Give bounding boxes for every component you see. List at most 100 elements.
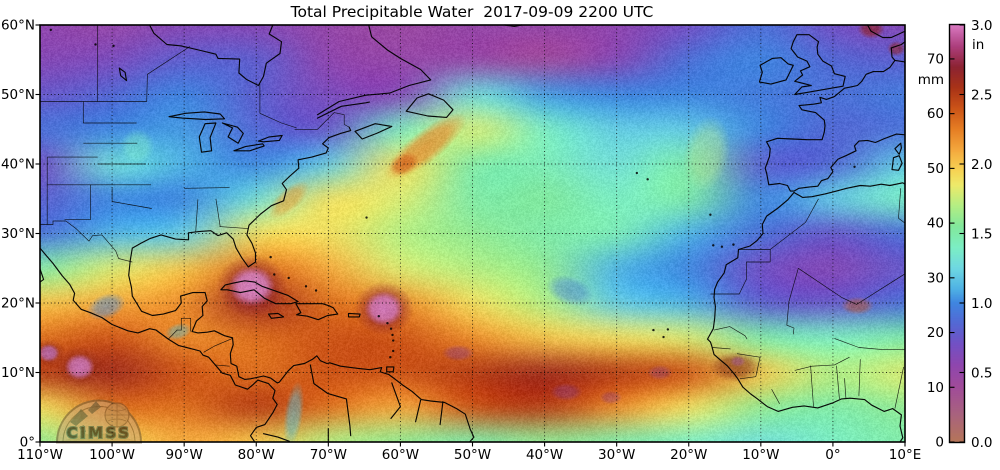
- colorbar-mm-label: 10: [927, 380, 944, 396]
- island-dot: [391, 334, 393, 336]
- border-line: [737, 354, 760, 379]
- lat-tick-label: 50°N: [1, 87, 35, 103]
- island-dot: [662, 336, 664, 338]
- colorbar-in-label: 3.0: [971, 18, 992, 34]
- border-line: [220, 227, 249, 229]
- lat-tick-label: 0°: [20, 435, 35, 451]
- coastline: [349, 313, 361, 317]
- lat-tick-label: 60°N: [1, 18, 35, 34]
- coastline: [129, 262, 474, 442]
- lat-tick-label: 20°N: [1, 296, 35, 312]
- border-line: [811, 366, 814, 407]
- coastline: [440, 402, 443, 425]
- coastline: [387, 367, 394, 372]
- map-overlay: CIMSS 110°W 100°W 90°W 80°W 70°W 60°W 50°W 40°W…: [0, 0, 1000, 470]
- coastline: [391, 383, 400, 419]
- lon-tick-label: 90°W: [166, 447, 203, 463]
- lon-tick-label: 50°W: [454, 447, 491, 463]
- cimss-logo: CIMSS: [57, 401, 141, 443]
- colorbar-mm-label: 20: [927, 325, 944, 341]
- border-line: [40, 221, 132, 262]
- island-dot: [315, 289, 317, 291]
- colorbar-unit-in: in: [972, 37, 984, 53]
- coastline: [222, 123, 243, 143]
- island-dot: [94, 43, 96, 45]
- border-line: [112, 188, 152, 208]
- border-line: [295, 113, 350, 130]
- border-line: [895, 367, 904, 409]
- border-line: [899, 188, 906, 223]
- coastline: [269, 313, 284, 318]
- coastline: [234, 144, 264, 151]
- coastline: [759, 58, 793, 84]
- border-line: [65, 185, 91, 220]
- coastline: [791, 35, 845, 95]
- map-title: Total Precipitable Water 2017-09-09 2200…: [290, 3, 654, 21]
- island-dot: [365, 216, 367, 218]
- coastline: [891, 42, 905, 48]
- colorbar-in-label: 1.5: [971, 226, 992, 242]
- border-line: [770, 199, 818, 250]
- coastline: [199, 123, 216, 152]
- lon-tick-label: 10°W: [742, 447, 779, 463]
- colorbar-mm-label: 60: [927, 106, 944, 122]
- border-line: [837, 366, 840, 399]
- coastline: [765, 48, 905, 191]
- coastline: [355, 124, 392, 139]
- border-line: [834, 338, 905, 349]
- colorbar-mm-label: 30: [927, 270, 944, 286]
- border-line: [795, 357, 850, 370]
- lon-tick-label: 20°W: [670, 447, 707, 463]
- island-dot: [389, 356, 391, 358]
- coastline: [296, 304, 338, 320]
- island-dot: [392, 350, 394, 352]
- colorbar-in-label: 1.0: [971, 296, 992, 312]
- lat-tick-label: 30°N: [1, 226, 35, 242]
- island-dot: [390, 328, 392, 330]
- island-dot: [636, 172, 638, 174]
- island-dot: [378, 315, 380, 317]
- island-dot: [269, 256, 271, 258]
- colorbar-mm-label: 50: [927, 161, 944, 177]
- lon-tick-label: 30°W: [598, 447, 635, 463]
- island-dot: [112, 45, 114, 47]
- island-dot: [50, 29, 52, 31]
- coastline: [258, 136, 282, 142]
- island-dot: [386, 322, 388, 324]
- colorbar-in-label: 2.5: [971, 87, 992, 103]
- border-line: [147, 47, 190, 102]
- border-line: [196, 199, 198, 232]
- lat-tick-label: 40°N: [1, 157, 35, 173]
- colorbar-in-label: 0.0: [971, 435, 992, 451]
- border-line: [204, 338, 233, 352]
- coastline: [895, 143, 902, 154]
- coastline: [895, 60, 905, 63]
- coastline: [119, 68, 126, 81]
- border-line: [260, 84, 297, 128]
- island-dot: [709, 214, 711, 216]
- colorbar-mm-label: 40: [927, 216, 944, 232]
- border-line: [845, 378, 846, 398]
- border-line: [713, 348, 731, 349]
- colorbar-in-label: 0.5: [971, 365, 992, 381]
- island-dot: [853, 166, 855, 168]
- coastline: [169, 112, 225, 120]
- island-dot: [667, 328, 669, 330]
- colorbar-unit-mm: mm: [918, 72, 944, 88]
- coastline: [868, 25, 906, 38]
- graticule-gridlines: [40, 25, 905, 442]
- border-line: [216, 199, 220, 227]
- lon-tick-label: 60°W: [382, 447, 419, 463]
- tpw-map-figure: CIMSS 110°W 100°W 90°W 80°W 70°W 60°W 50°W 40°W…: [0, 0, 1000, 470]
- coastline: [892, 156, 902, 171]
- colorbar-mm-label: 70: [927, 51, 944, 67]
- coastline: [264, 434, 290, 442]
- island-dot: [305, 285, 307, 287]
- border-line: [798, 268, 905, 304]
- coastline: [406, 94, 453, 118]
- coastline: [150, 25, 282, 86]
- coastline: [794, 183, 905, 198]
- lon-tick-label: 0°: [825, 447, 840, 463]
- border-line: [859, 359, 860, 396]
- border-line: [215, 365, 229, 366]
